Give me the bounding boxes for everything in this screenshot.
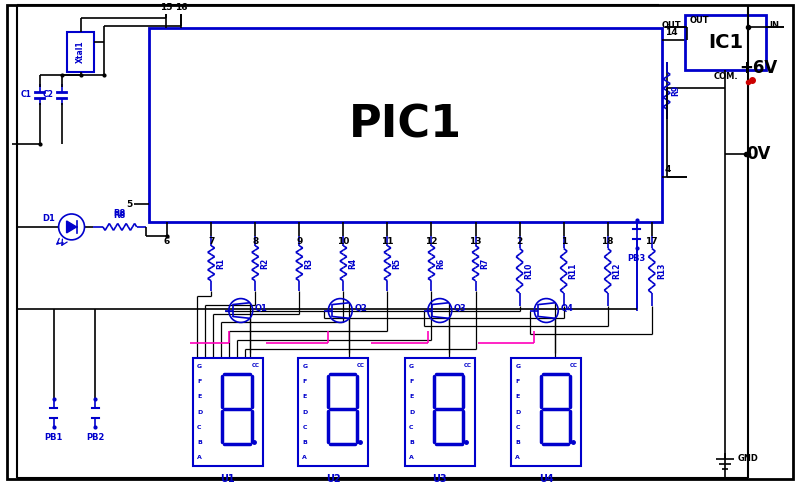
Text: GND: GND (738, 454, 758, 463)
Text: B: B (515, 440, 520, 445)
Text: R6: R6 (437, 258, 446, 269)
Text: www.electronicecircuits.com: www.electronicecircuits.com (298, 245, 482, 342)
Text: 11: 11 (381, 237, 394, 246)
Text: A: A (515, 455, 520, 460)
Text: F: F (302, 379, 306, 384)
Text: G: G (197, 364, 202, 369)
Text: 17: 17 (646, 237, 658, 246)
Text: D: D (409, 410, 414, 415)
Text: 1: 1 (561, 237, 567, 246)
Text: +6V: +6V (739, 59, 778, 77)
Polygon shape (66, 221, 77, 233)
Text: E: E (197, 394, 202, 399)
Bar (66, 32, 94, 71)
Text: 18: 18 (602, 237, 614, 246)
Text: 6: 6 (164, 237, 170, 246)
Text: U3: U3 (433, 474, 447, 484)
Text: 15: 15 (160, 3, 172, 12)
Text: R1: R1 (216, 258, 225, 269)
Text: COM.: COM. (713, 71, 738, 81)
Text: 0V: 0V (746, 145, 770, 163)
Bar (149, 28, 662, 222)
Text: R13: R13 (657, 262, 666, 279)
Text: U1: U1 (221, 474, 235, 484)
Text: A: A (197, 455, 202, 460)
Text: R12: R12 (613, 262, 622, 279)
Text: F: F (409, 379, 414, 384)
Text: U2: U2 (326, 474, 341, 484)
Text: G: G (302, 364, 307, 369)
Text: 10: 10 (337, 237, 350, 246)
Text: 12: 12 (426, 237, 438, 246)
Text: C: C (197, 425, 202, 430)
Text: Q2: Q2 (354, 304, 367, 313)
Text: OUT: OUT (662, 21, 682, 30)
Text: B: B (409, 440, 414, 445)
Text: E: E (302, 394, 306, 399)
Text: 9: 9 (296, 237, 302, 246)
Text: PB3: PB3 (628, 254, 646, 263)
Text: D: D (302, 410, 308, 415)
Text: E: E (409, 394, 414, 399)
Text: CC: CC (570, 363, 578, 368)
Text: F: F (515, 379, 520, 384)
Text: C: C (302, 425, 307, 430)
Text: G: G (515, 364, 521, 369)
Text: IN: IN (770, 21, 779, 30)
Text: 2: 2 (517, 237, 522, 246)
Text: 8: 8 (252, 237, 258, 246)
Text: 7: 7 (208, 237, 214, 246)
Text: IC1: IC1 (708, 33, 743, 52)
Text: CC: CC (464, 363, 472, 368)
Text: C: C (515, 425, 520, 430)
Text: Q3: Q3 (454, 304, 466, 313)
Text: G: G (409, 364, 414, 369)
Text: R11: R11 (569, 262, 578, 279)
Text: D: D (515, 410, 521, 415)
Text: D: D (197, 410, 202, 415)
Bar (298, 358, 368, 466)
Text: R10: R10 (525, 262, 534, 279)
Text: Xtal1: Xtal1 (76, 40, 85, 63)
Text: 14: 14 (665, 28, 678, 37)
Text: C1: C1 (21, 90, 32, 99)
Text: U4: U4 (539, 474, 554, 484)
Text: 16: 16 (174, 3, 187, 12)
Text: D1: D1 (42, 214, 54, 224)
Text: PB1: PB1 (45, 433, 63, 442)
Text: E: E (515, 394, 520, 399)
Text: C2: C2 (42, 90, 54, 99)
Bar (405, 358, 474, 466)
Text: R9: R9 (672, 85, 681, 96)
Text: F: F (197, 379, 202, 384)
Text: Q4: Q4 (560, 304, 573, 313)
Text: R2: R2 (260, 258, 270, 269)
Text: CC: CC (357, 363, 365, 368)
Text: A: A (302, 455, 307, 460)
Text: 4: 4 (665, 165, 671, 174)
Text: PIC1: PIC1 (349, 104, 462, 146)
Text: R4: R4 (348, 258, 358, 269)
Bar (193, 358, 262, 466)
Text: Q1: Q1 (254, 304, 267, 313)
Text: B: B (197, 440, 202, 445)
Bar (685, 15, 766, 69)
Text: B: B (302, 440, 307, 445)
Text: C: C (409, 425, 414, 430)
Text: 13: 13 (470, 237, 482, 246)
Bar (511, 358, 581, 466)
Text: R7: R7 (481, 258, 490, 269)
Text: R8: R8 (114, 209, 126, 218)
Text: OUT: OUT (690, 16, 710, 25)
Text: A: A (409, 455, 414, 460)
Text: CC: CC (252, 363, 260, 368)
Text: 5: 5 (126, 200, 132, 208)
Text: R5: R5 (392, 258, 402, 269)
Text: R3: R3 (304, 258, 314, 269)
Text: PB2: PB2 (86, 433, 105, 442)
Text: R8: R8 (114, 211, 126, 220)
